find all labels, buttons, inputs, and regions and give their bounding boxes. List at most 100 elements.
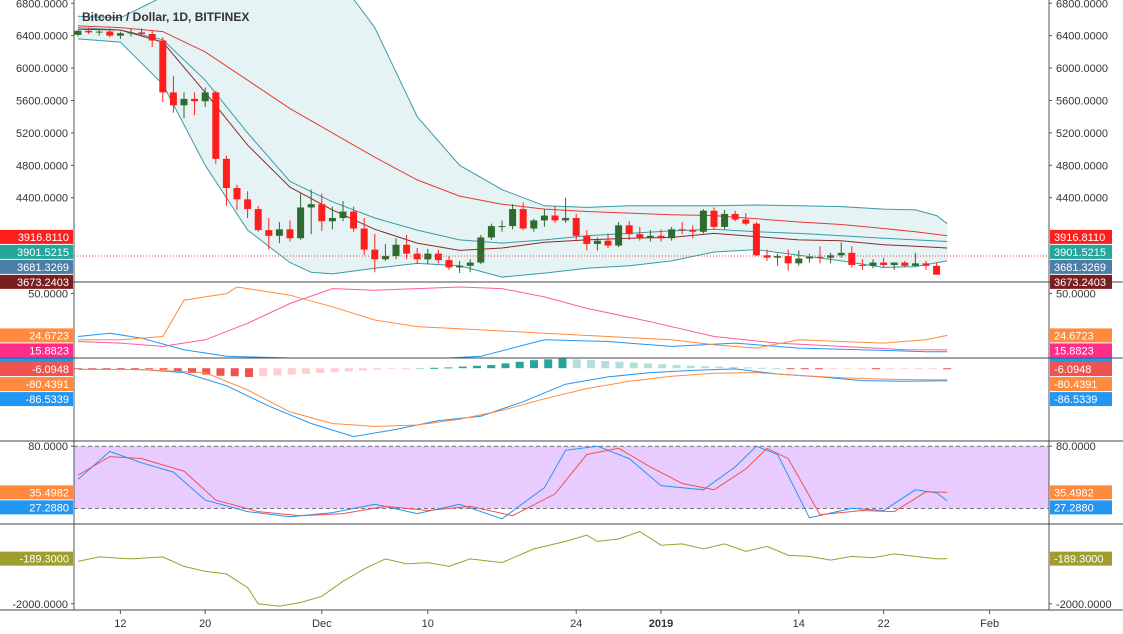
candle-body — [74, 30, 82, 35]
macd-histogram-bar — [686, 365, 695, 369]
chart-title: Bitcoin / Dollar, 1D, BITFINEX — [82, 10, 249, 24]
macd-histogram-bar — [914, 368, 923, 370]
macd-histogram-bar — [430, 367, 439, 369]
candle — [583, 230, 591, 251]
candle — [922, 260, 930, 270]
candle — [381, 243, 389, 261]
macd-histogram-bar — [316, 368, 325, 373]
candle — [286, 220, 294, 242]
candle — [827, 252, 835, 264]
macd-histogram-bar — [230, 368, 239, 377]
candle — [858, 259, 866, 270]
candle — [127, 29, 135, 37]
candle-body — [445, 260, 453, 268]
candle — [519, 202, 527, 231]
value-badge-text: -80.4391 — [26, 379, 69, 391]
value-badge-text: -86.5339 — [1054, 394, 1097, 406]
y-tick-label-left: -2000.0000 — [12, 599, 68, 611]
left-value-badge: -6.0948 — [0, 362, 73, 377]
x-tick-label: 24 — [570, 618, 582, 630]
candle-body — [710, 210, 718, 227]
dmi-pane — [77, 286, 948, 358]
stochastic-line-1 — [77, 445, 948, 520]
y-tick-label-right: 4800.0000 — [1056, 160, 1108, 172]
stochastic-pane — [74, 445, 1049, 520]
candle — [742, 213, 750, 226]
candle-body — [752, 223, 760, 256]
candle — [562, 197, 570, 223]
value-badge-text: 3916.8110 — [1054, 232, 1105, 244]
dmi-line-3 — [78, 286, 948, 349]
candle-body — [222, 158, 230, 188]
macd-histogram-bar — [301, 368, 310, 374]
candle-body — [371, 249, 379, 260]
value-badge-bg — [1050, 362, 1112, 377]
value-badge-bg — [1050, 392, 1112, 407]
value-badge-bg — [1050, 328, 1112, 343]
candle — [880, 257, 888, 268]
value-badge-bg — [1050, 274, 1112, 289]
value-badge-text: 3916.8110 — [18, 232, 69, 244]
macd-histogram-bar — [700, 366, 709, 369]
left-value-badge: 27.2880 — [0, 500, 73, 515]
candle-body — [795, 258, 803, 264]
candle-body — [487, 226, 495, 238]
macd-histogram-bar — [871, 368, 880, 370]
value-badge-bg — [0, 229, 73, 244]
candle-body — [265, 230, 273, 236]
value-badge-bg — [0, 392, 73, 407]
candle-body — [180, 98, 188, 106]
left-value-badge: -189.3000 — [0, 551, 73, 566]
macd-histogram-bar — [259, 368, 268, 377]
left-value-badge: -86.5339 — [0, 392, 73, 407]
y-tick-label-left: 6000.0000 — [16, 63, 68, 75]
candle — [106, 28, 114, 38]
right-value-badge: 3901.5215 — [1050, 244, 1112, 259]
right-value-badge: -189.3000 — [1050, 551, 1112, 566]
macd-histogram-bar — [74, 368, 82, 370]
macd-histogram-bar — [458, 366, 467, 369]
candle-body — [519, 209, 527, 229]
candle — [710, 207, 718, 230]
macd-histogram-bar — [130, 368, 139, 370]
candle — [837, 242, 845, 258]
candle — [339, 200, 347, 222]
candle-body — [127, 32, 135, 34]
macd-histogram-bar — [814, 368, 823, 370]
candle — [646, 230, 654, 242]
value-badge-text: -80.4391 — [1054, 379, 1097, 391]
right-value-badge: 35.4982 — [1050, 485, 1112, 500]
macd-histogram-bar — [857, 368, 866, 370]
y-tick-label-left: 50.0000 — [28, 289, 68, 301]
macd-histogram-bar — [159, 368, 168, 370]
candle — [763, 249, 771, 261]
macd-histogram-bar — [287, 368, 296, 375]
candle — [774, 253, 782, 266]
macd-histogram-bar — [672, 364, 681, 369]
candle-body — [551, 215, 559, 221]
bollinger-lower-line — [77, 38, 948, 278]
left-value-badge: 24.6723 — [0, 328, 73, 343]
value-badge-text: 15.8823 — [29, 345, 69, 357]
macd-histogram-bar — [472, 365, 481, 369]
candle — [795, 250, 803, 266]
candle — [244, 191, 252, 218]
y-tick-label-left: 6800.0000 — [16, 0, 68, 10]
series-layer — [74, 0, 1049, 607]
macd-line-2 — [77, 368, 948, 427]
value-badge-text: 15.8823 — [1054, 345, 1094, 357]
macd-histogram-bar — [943, 368, 952, 370]
y-tick-label-right: 5200.0000 — [1056, 128, 1108, 140]
macd-histogram-bar — [373, 368, 382, 370]
candle-body — [646, 235, 654, 238]
macd-histogram-bar — [187, 368, 196, 373]
x-tick-label: 12 — [114, 618, 126, 630]
macd-histogram-bar — [928, 368, 937, 370]
candle — [159, 37, 167, 103]
x-tick-label: Feb — [980, 618, 999, 630]
y-tick-label-right: 80.0000 — [1056, 441, 1096, 453]
candle-body — [328, 217, 336, 222]
candle-body — [233, 188, 241, 200]
candle-body — [424, 253, 432, 260]
